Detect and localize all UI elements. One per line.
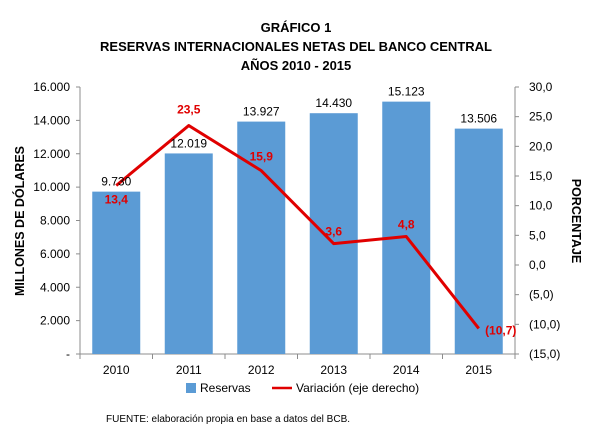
bar — [454, 128, 503, 354]
y2-tick-label: 5,0 — [529, 228, 546, 242]
y-tick-label: 12.000 — [33, 147, 70, 161]
y-tick-label: 6.000 — [40, 247, 70, 261]
y-tick-label: - — [66, 347, 70, 361]
bar — [92, 191, 141, 354]
line-value-label: 3,6 — [325, 225, 342, 239]
y2-axis-title: PORCENTAJE — [569, 179, 583, 264]
bar — [309, 113, 358, 354]
y2-tick-label: 0,0 — [529, 258, 546, 272]
y2-tick-label: (5,0) — [529, 288, 554, 302]
y2-tick-label: 30,0 — [529, 80, 553, 94]
chart-title-line-3: AÑOS 2010 - 2015 — [241, 58, 352, 73]
y-tick-label: 16.000 — [33, 80, 70, 94]
y-tick-label: 8.000 — [40, 214, 70, 228]
bar — [382, 101, 431, 354]
y-tick-label: 10.000 — [33, 180, 70, 194]
axes: - 2.000 4.000 6.000 8.000 10.000 12.000 14.000 1… — [33, 80, 560, 377]
line-value-label: 23,5 — [177, 103, 201, 117]
bar-series — [92, 101, 503, 354]
y2-tick-label: 20,0 — [529, 139, 553, 153]
x-tick-label: 2012 — [248, 363, 275, 377]
y2-tick-label: (15,0) — [529, 347, 560, 361]
bar-value-label: 9.730 — [101, 175, 131, 189]
legend-label-variacion: Variación (eje derecho) — [296, 381, 419, 395]
data-labels: 9.730 12.019 13.927 14.430 15.123 13.506 13,4 2… — [101, 85, 516, 338]
x-tick-label: 2013 — [320, 363, 347, 377]
x-tick-label: 2011 — [176, 363, 202, 377]
x-tick-label: 2015 — [465, 363, 492, 377]
line-value-label: 4,8 — [398, 218, 415, 232]
line-series — [115, 124, 480, 330]
x-tick-label: 2010 — [103, 363, 130, 377]
y-tick-label: 14.000 — [33, 113, 70, 127]
y-tick-label: 4.000 — [40, 280, 70, 294]
line-value-label: (10,7) — [485, 323, 516, 337]
bar-value-label: 13.506 — [460, 112, 497, 126]
line-value-label: 13,4 — [105, 192, 129, 206]
bar — [164, 153, 213, 354]
bar-value-label: 14.430 — [315, 96, 352, 110]
legend-swatch-reservas — [186, 383, 196, 393]
source-note: FUENTE: elaboración propia en base a dat… — [106, 414, 350, 425]
y2-tick-label: 15,0 — [529, 169, 553, 183]
legend-label-reservas: Reservas — [200, 381, 251, 395]
bar-value-label: 12.019 — [170, 136, 207, 150]
bar-value-label: 13.927 — [243, 105, 280, 119]
legend: Reservas Variación (eje derecho) — [186, 381, 419, 395]
chart-title-line-1: GRÁFICO 1 — [261, 20, 332, 35]
y-axis-title: MILLONES DE DÓLARES — [12, 146, 27, 296]
line-value-label: 15,9 — [250, 150, 274, 164]
y2-tick-label: (10,0) — [529, 317, 560, 331]
y-tick-label: 2.000 — [40, 314, 70, 328]
y2-tick-label: 10,0 — [529, 199, 553, 213]
variation-line — [115, 124, 480, 330]
bar-value-label: 15.123 — [388, 85, 425, 99]
x-tick-label: 2014 — [393, 363, 420, 377]
chart-title-line-2: RESERVAS INTERNACIONALES NETAS DEL BANCO… — [100, 39, 492, 54]
y2-tick-label: 25,0 — [529, 110, 553, 124]
